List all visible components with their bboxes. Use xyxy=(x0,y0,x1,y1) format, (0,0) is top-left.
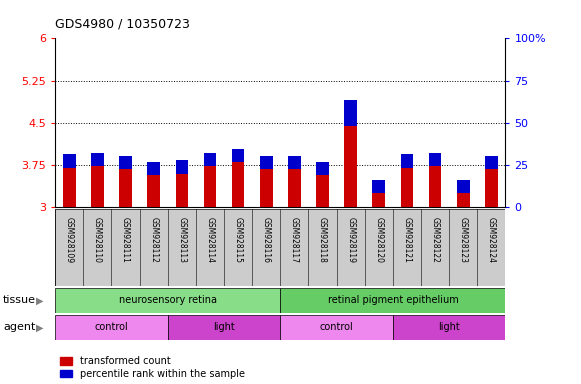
Bar xyxy=(91,153,104,166)
Bar xyxy=(91,166,104,207)
Text: control: control xyxy=(95,322,128,333)
Text: GDS4980 / 10350723: GDS4980 / 10350723 xyxy=(55,18,190,31)
Text: GSM928124: GSM928124 xyxy=(487,217,496,263)
Bar xyxy=(280,315,393,340)
Bar xyxy=(288,169,301,207)
Text: GSM928111: GSM928111 xyxy=(121,217,130,263)
Bar xyxy=(401,168,413,207)
Bar xyxy=(63,154,76,168)
Text: GSM928120: GSM928120 xyxy=(374,217,383,263)
Text: GSM928109: GSM928109 xyxy=(64,217,74,263)
Bar xyxy=(168,315,280,340)
Text: GSM928114: GSM928114 xyxy=(206,217,214,263)
Bar xyxy=(457,180,469,193)
Text: light: light xyxy=(438,322,460,333)
Bar xyxy=(260,156,272,169)
Bar xyxy=(280,288,505,313)
Bar xyxy=(119,169,132,207)
Bar xyxy=(316,162,329,175)
Text: GSM928121: GSM928121 xyxy=(403,217,411,263)
Bar xyxy=(232,162,245,207)
Text: agent: agent xyxy=(3,322,35,333)
Text: GSM928118: GSM928118 xyxy=(318,217,327,263)
Bar xyxy=(148,175,160,207)
Bar xyxy=(55,288,280,313)
Text: ▶: ▶ xyxy=(36,295,44,306)
Text: GSM928115: GSM928115 xyxy=(234,217,243,263)
Bar xyxy=(393,315,505,340)
Bar xyxy=(457,193,469,207)
Bar xyxy=(204,166,216,207)
Text: GSM928110: GSM928110 xyxy=(93,217,102,263)
Text: GSM928112: GSM928112 xyxy=(149,217,158,263)
Bar xyxy=(485,169,498,207)
Bar xyxy=(485,156,498,169)
Text: tissue: tissue xyxy=(3,295,36,306)
Legend: transformed count, percentile rank within the sample: transformed count, percentile rank withi… xyxy=(60,356,245,379)
Text: GSM928123: GSM928123 xyxy=(459,217,468,263)
Text: control: control xyxy=(320,322,353,333)
Bar xyxy=(55,315,168,340)
Text: retinal pigment epithelium: retinal pigment epithelium xyxy=(328,295,458,306)
Bar xyxy=(175,160,188,174)
Text: GSM928113: GSM928113 xyxy=(177,217,187,263)
Bar xyxy=(175,174,188,207)
Bar xyxy=(288,156,301,169)
Text: GSM928122: GSM928122 xyxy=(431,217,440,263)
Bar xyxy=(232,149,245,162)
Bar xyxy=(148,162,160,175)
Bar xyxy=(429,153,442,166)
Text: GSM928119: GSM928119 xyxy=(346,217,355,263)
Bar xyxy=(119,156,132,169)
Bar xyxy=(372,180,385,193)
Bar xyxy=(372,193,385,207)
Text: GSM928116: GSM928116 xyxy=(262,217,271,263)
Bar xyxy=(63,168,76,207)
Bar xyxy=(401,154,413,168)
Bar xyxy=(316,175,329,207)
Bar xyxy=(345,126,357,207)
Text: light: light xyxy=(213,322,235,333)
Bar xyxy=(260,169,272,207)
Text: GSM928117: GSM928117 xyxy=(290,217,299,263)
Bar xyxy=(345,100,357,126)
Bar xyxy=(429,166,442,207)
Text: ▶: ▶ xyxy=(36,322,44,333)
Bar xyxy=(204,153,216,166)
Text: neurosensory retina: neurosensory retina xyxy=(119,295,217,306)
